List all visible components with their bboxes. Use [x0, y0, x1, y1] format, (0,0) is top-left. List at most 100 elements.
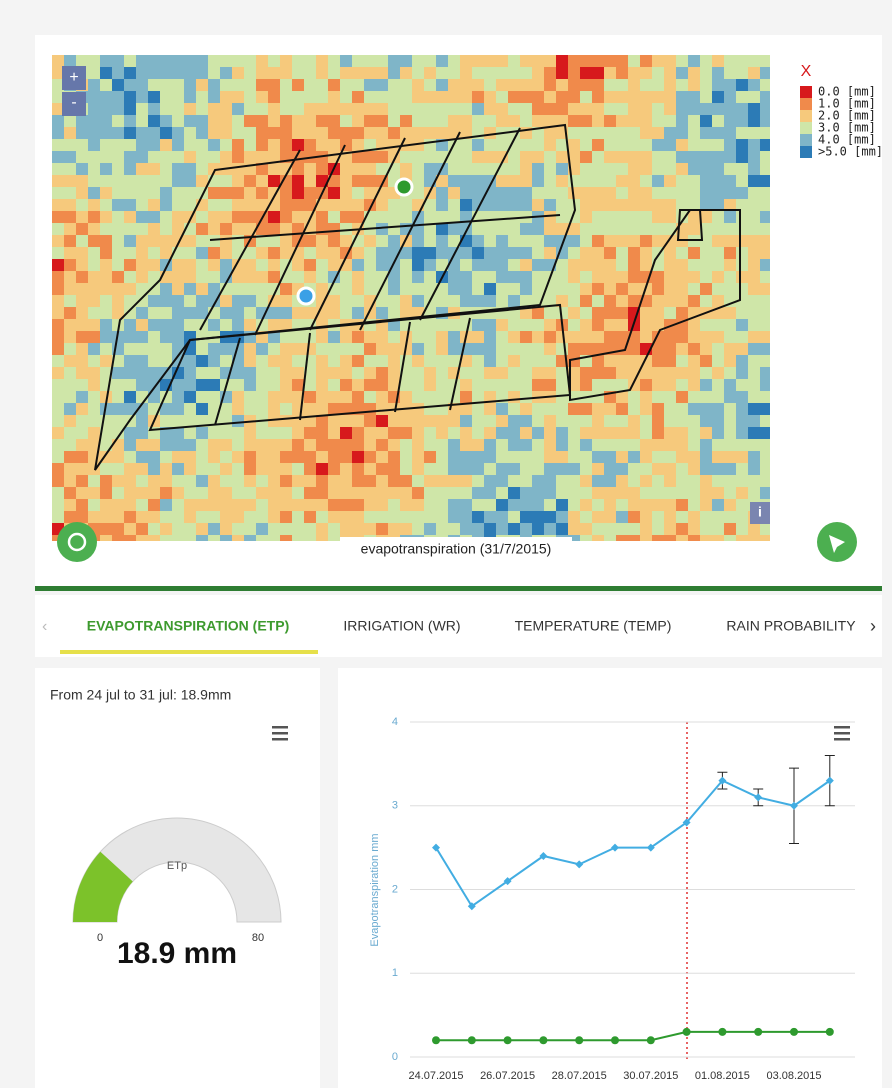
map-cell	[244, 379, 256, 391]
map-cell	[136, 523, 148, 535]
map-cell	[280, 403, 292, 415]
map-cell	[196, 487, 208, 499]
map-cell	[232, 55, 244, 67]
map-cell	[220, 91, 232, 103]
map-cell	[532, 235, 544, 247]
map-cell	[520, 379, 532, 391]
map-cell	[388, 451, 400, 463]
map-cell	[508, 379, 520, 391]
map-cell	[652, 115, 664, 127]
field-marker[interactable]	[396, 179, 412, 195]
map-cell	[196, 139, 208, 151]
map-cell	[532, 259, 544, 271]
zoom-out-label[interactable]: -	[71, 94, 76, 111]
map-cell	[268, 355, 280, 367]
map-cell	[304, 139, 316, 151]
map-cell	[736, 487, 748, 499]
map-cell	[448, 427, 460, 439]
map-cell	[436, 367, 448, 379]
map-cell	[184, 55, 196, 67]
map-cell	[280, 415, 292, 427]
map-cell	[220, 187, 232, 199]
field-marker[interactable]	[298, 288, 314, 304]
zoom-in-label[interactable]: +	[69, 69, 78, 86]
map-cell	[352, 415, 364, 427]
map-cell	[448, 163, 460, 175]
map-cell	[256, 475, 268, 487]
legend-close[interactable]: X	[801, 63, 812, 80]
map-cell	[136, 367, 148, 379]
map-cell	[196, 211, 208, 223]
map-cell	[148, 319, 160, 331]
map-cell	[712, 487, 724, 499]
map-cell	[52, 307, 64, 319]
map-cell	[736, 439, 748, 451]
map-cell	[472, 67, 484, 79]
map-cell	[232, 295, 244, 307]
map-cell	[700, 271, 712, 283]
map-cell	[124, 223, 136, 235]
map-cell	[664, 283, 676, 295]
tab[interactable]: TEMPERATURE (TEMP)	[515, 618, 672, 634]
map-cell	[736, 211, 748, 223]
map-cell	[196, 55, 208, 67]
map-cell	[220, 475, 232, 487]
map-cell	[736, 163, 748, 175]
map-cell	[388, 139, 400, 151]
map-cell	[748, 199, 760, 211]
map-cell	[496, 211, 508, 223]
map-cell	[664, 439, 676, 451]
map-cell	[88, 175, 100, 187]
map-cell	[220, 127, 232, 139]
map-cell	[496, 199, 508, 211]
map-cell	[244, 103, 256, 115]
map-cell	[652, 103, 664, 115]
map-cell	[148, 175, 160, 187]
map-cell	[196, 295, 208, 307]
menu-icon[interactable]	[272, 726, 288, 741]
map-cell	[280, 535, 292, 541]
map-cell	[604, 163, 616, 175]
map-cell	[520, 187, 532, 199]
locate-button[interactable]	[57, 522, 97, 562]
map-cell	[556, 151, 568, 163]
gauge-card	[35, 668, 320, 1088]
tab-next[interactable]: ›	[870, 616, 876, 636]
map-cell	[268, 403, 280, 415]
map-cell	[604, 199, 616, 211]
map-cell	[508, 163, 520, 175]
map-cell	[232, 211, 244, 223]
tab[interactable]: RAIN PROBABILITY	[726, 618, 856, 634]
map-cell	[460, 103, 472, 115]
map-cell	[736, 259, 748, 271]
map-cell	[688, 91, 700, 103]
map-cell	[472, 259, 484, 271]
map-cell	[424, 79, 436, 91]
map-cell	[328, 295, 340, 307]
map-cell	[328, 463, 340, 475]
map-cell	[412, 439, 424, 451]
map-cell	[532, 247, 544, 259]
map-cell	[220, 79, 232, 91]
tab[interactable]: IRRIGATION (WR)	[343, 618, 460, 634]
tab[interactable]: EVAPOTRANSPIRATION (ETP)	[87, 618, 290, 634]
map-cell	[232, 67, 244, 79]
map-cell	[376, 415, 388, 427]
map-cell	[208, 439, 220, 451]
map-cell	[88, 331, 100, 343]
map-cell	[472, 235, 484, 247]
map-cell	[232, 163, 244, 175]
map-cell	[748, 211, 760, 223]
map-cell	[328, 511, 340, 523]
tab-prev[interactable]: ‹	[42, 618, 47, 635]
map-cell	[352, 295, 364, 307]
info-label[interactable]: i	[758, 504, 762, 520]
map-cell	[208, 487, 220, 499]
map-cell	[124, 247, 136, 259]
map-cell	[592, 259, 604, 271]
map-cell	[100, 463, 112, 475]
menu-icon[interactable]	[834, 726, 850, 741]
map-cell	[688, 271, 700, 283]
map-cell	[700, 151, 712, 163]
map-cell	[436, 343, 448, 355]
